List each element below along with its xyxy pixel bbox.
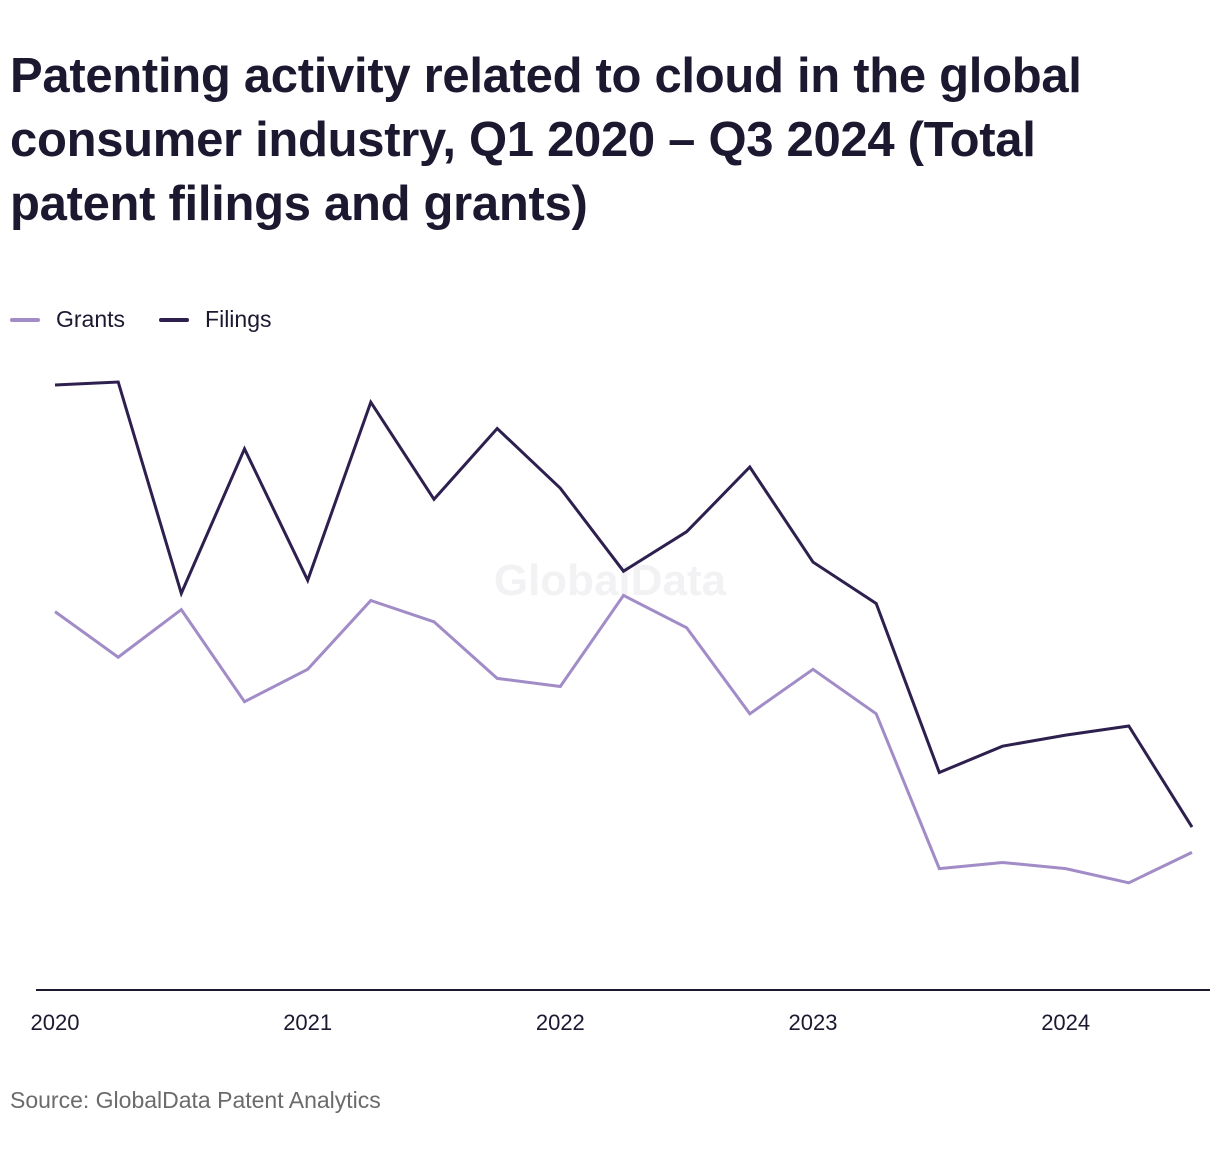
- chart-title: Patenting activity related to cloud in t…: [10, 49, 1082, 231]
- x-axis-ticks: 2020 2021 2022 2023 2024: [31, 1010, 1091, 1035]
- x-tick-label: 2023: [789, 1010, 838, 1035]
- x-tick-label: 2020: [31, 1010, 80, 1035]
- chart-legend: Grants Filings: [10, 306, 306, 333]
- line-chart: GlobalData 2020 2021 2022 2023 2024: [31, 380, 1210, 1035]
- series-layer: [54, 380, 1194, 885]
- legend-swatch-grants: [10, 317, 40, 322]
- watermark: GlobalData: [494, 556, 727, 605]
- legend-label-grants: Grants: [56, 306, 126, 332]
- series-line-grants: [54, 593, 1193, 885]
- legend-item-filings: Filings: [159, 306, 272, 333]
- source-note: Source: GlobalData Patent Analytics: [10, 1087, 381, 1113]
- legend-swatch-filings: [159, 317, 190, 322]
- x-tick-label: 2021: [283, 1010, 332, 1035]
- legend-item-grants: Grants: [10, 306, 125, 333]
- x-tick-label: 2024: [1041, 1010, 1090, 1035]
- series-line-filings: [54, 380, 1194, 828]
- x-tick-label: 2022: [536, 1010, 585, 1035]
- legend-label-filings: Filings: [205, 306, 272, 332]
